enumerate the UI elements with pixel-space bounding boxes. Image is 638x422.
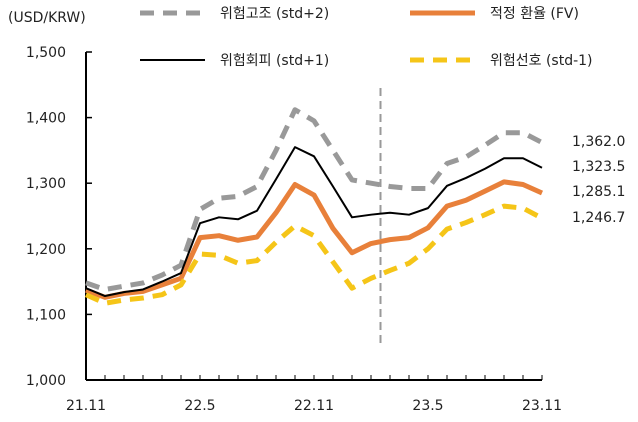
- x-tick-label: 21.11: [66, 398, 106, 414]
- y-tick-label: 1,000: [26, 373, 66, 389]
- axes: 1,000 1,100 1,200 1,300 1,400 1,500 21.11 22.5 2…: [26, 45, 562, 414]
- x-tick-label: 22.5: [184, 398, 215, 414]
- end-value-label: 1,323.5: [572, 159, 625, 175]
- x-tick-label: 23.11: [522, 398, 562, 414]
- series-line-1: [85, 146, 543, 298]
- legend-label: 위험회피 (std+1): [220, 53, 329, 69]
- end-value-label: 1,246.7: [572, 210, 625, 226]
- end-labels: 1,362.0 1,323.5 1,285.1 1,246.7: [572, 134, 625, 226]
- legend: 위험고조 (std+2) 위험회피 (std+1) 적정 환율 (FV) 위험선호 (…: [140, 6, 593, 69]
- y-tick-label: 1,400: [26, 111, 66, 127]
- y-tick-label: 1,500: [26, 45, 66, 61]
- legend-label: 위험선호 (std-1): [490, 53, 593, 69]
- end-value-label: 1,362.0: [572, 134, 625, 150]
- series-line-0: [85, 107, 544, 292]
- legend-label: 적정 환율 (FV): [490, 6, 579, 22]
- x-tick-label: 23.5: [412, 398, 443, 414]
- legend-label: 위험고조 (std+2): [220, 6, 329, 22]
- y-tick-label: 1,100: [26, 307, 66, 323]
- series-line-2: [85, 179, 544, 300]
- x-tick-label: 22.11: [294, 398, 334, 414]
- plot-area: [84, 88, 544, 348]
- y-tick-label: 1,300: [26, 176, 66, 192]
- series-line-3: [84, 203, 544, 306]
- unit-label: (USD/KRW): [8, 10, 86, 26]
- end-value-label: 1,285.1: [572, 184, 625, 200]
- y-tick-label: 1,200: [26, 242, 66, 258]
